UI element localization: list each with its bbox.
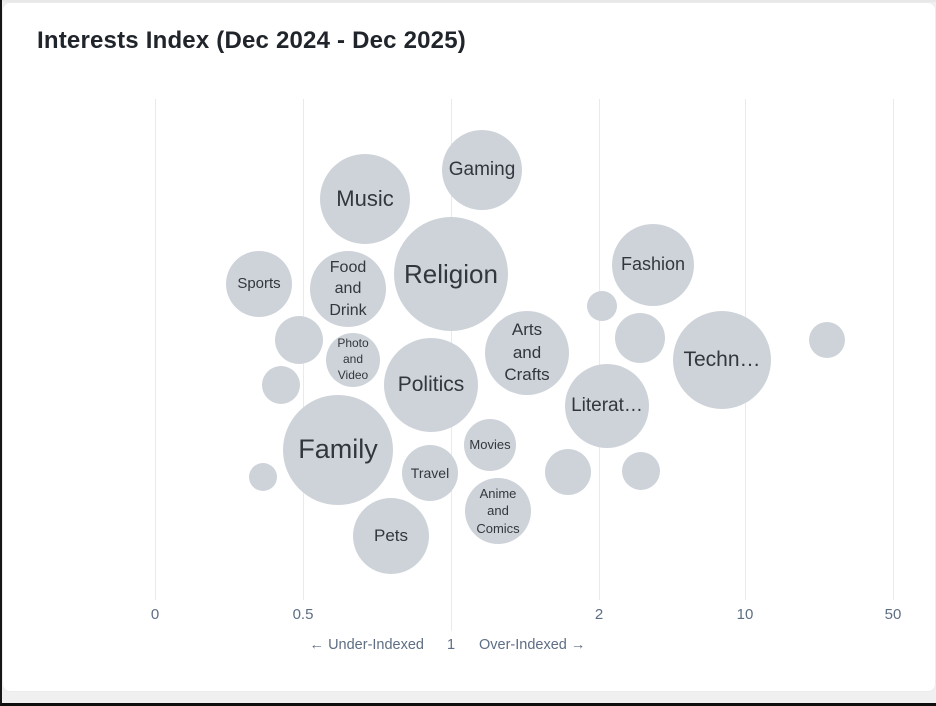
top-edge-strip [2,0,936,2]
bubble-label: Gaming [448,159,516,181]
bubble-religion[interactable]: Religion [394,217,508,331]
bubble-label: Photo and Video [337,336,369,382]
bubble-unlabeled[interactable] [262,366,300,404]
bubble-politics[interactable]: Politics [384,338,478,432]
bubble-chart: ← Under-Indexed 1 Over-Indexed → 0 0.5 2 10… [3,3,935,691]
bubble-label: Family [298,434,378,465]
chart-card: Interests Index (Dec 2024 - Dec 2025) ← … [2,2,936,692]
bubble-label: Anime and Comics [476,486,520,536]
bubble-anime-and-comics[interactable]: Anime and Comics [465,478,531,544]
bubble-unlabeled[interactable] [809,322,845,358]
bubble-unlabeled[interactable] [587,291,617,321]
bubble-gaming[interactable]: Gaming [442,130,522,210]
x-gridline [155,99,156,600]
bubble-unlabeled[interactable] [615,313,665,363]
bubble-literat[interactable]: Literat… [565,364,649,448]
bubble-unlabeled[interactable] [545,449,591,495]
bubble-family[interactable]: Family [283,395,393,505]
bubble-fashion[interactable]: Fashion [612,224,694,306]
bubble-label: Food and Drink [329,259,367,319]
bubble-sports[interactable]: Sports [226,251,292,317]
under-indexed-label: ← Under-Indexed [309,637,424,653]
x-gridline [599,99,600,600]
bubble-label: Techn… [683,348,761,372]
bubble-label: Sports [237,275,281,293]
bubble-label: Religion [404,258,498,289]
chart-title: Interests Index (Dec 2024 - Dec 2025) [37,27,466,54]
bubble-music[interactable]: Music [320,154,410,244]
over-indexed-label: Over-Indexed → [479,637,586,653]
bubble-label: Literat… [571,395,643,417]
x-tick-label: 2 [594,606,604,623]
x-tick-label: 0.5 [292,606,314,623]
bubble-unlabeled[interactable] [622,452,660,490]
bubble-label: Music [336,186,394,212]
bubble-unlabeled[interactable] [249,463,277,491]
axis-center-value-label: 1 [446,637,456,653]
bubble-pets[interactable]: Pets [353,498,429,574]
bubble-arts-and-crafts[interactable]: Arts and Crafts [485,311,569,395]
x-tick-label: 0 [150,606,160,623]
bubble-food-and-drink[interactable]: Food and Drink [310,251,386,327]
bubble-label: Politics [397,373,465,397]
bubble-travel[interactable]: Travel [402,445,458,501]
bubble-unlabeled[interactable] [275,316,323,364]
bubble-photo-and-video[interactable]: Photo and Video [326,333,380,387]
bubble-label: Movies [469,437,511,453]
bubble-label: Travel [410,464,450,481]
bubble-label: Pets [373,525,409,545]
x-tick-label: 50 [884,606,902,623]
bubble-techn[interactable]: Techn… [673,311,771,409]
x-tick-label: 10 [736,606,754,623]
bubble-label: Fashion [620,254,686,275]
bubble-movies[interactable]: Movies [464,419,516,471]
x-gridline [893,99,894,600]
bubble-label: Arts and Crafts [504,320,550,385]
